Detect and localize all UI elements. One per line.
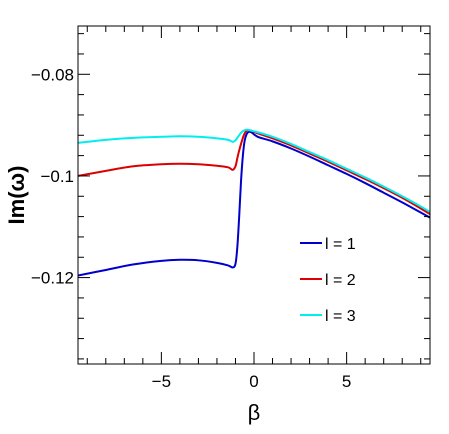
y-tick-label: −0.1 — [40, 167, 74, 186]
legend-label-l2: l = 2 — [325, 272, 356, 289]
legend: l = 1 l = 2 l = 3 — [300, 236, 356, 325]
series-line-l3 — [78, 128, 430, 213]
series-line-l1 — [78, 130, 430, 277]
series-line-l2 — [78, 129, 430, 215]
x-axis-ticks — [86, 26, 422, 364]
x-tick-label: −5 — [152, 372, 171, 391]
y-tick-label: −0.08 — [31, 65, 74, 84]
y-axis-ticks — [78, 33, 430, 360]
y-axis-title: Im(ω) — [4, 166, 29, 225]
x-axis-title: β — [248, 400, 261, 425]
x-tick-label: 0 — [249, 372, 258, 391]
series-layer — [78, 128, 430, 277]
y-axis-tick-labels: −0.12 −0.1 −0.08 — [31, 65, 74, 287]
legend-label-l1: l = 1 — [325, 236, 356, 253]
x-tick-label: 5 — [342, 372, 351, 391]
legend-label-l3: l = 3 — [325, 308, 356, 325]
y-tick-label: −0.12 — [31, 269, 74, 288]
x-axis-tick-labels: −5 0 5 — [152, 372, 352, 391]
